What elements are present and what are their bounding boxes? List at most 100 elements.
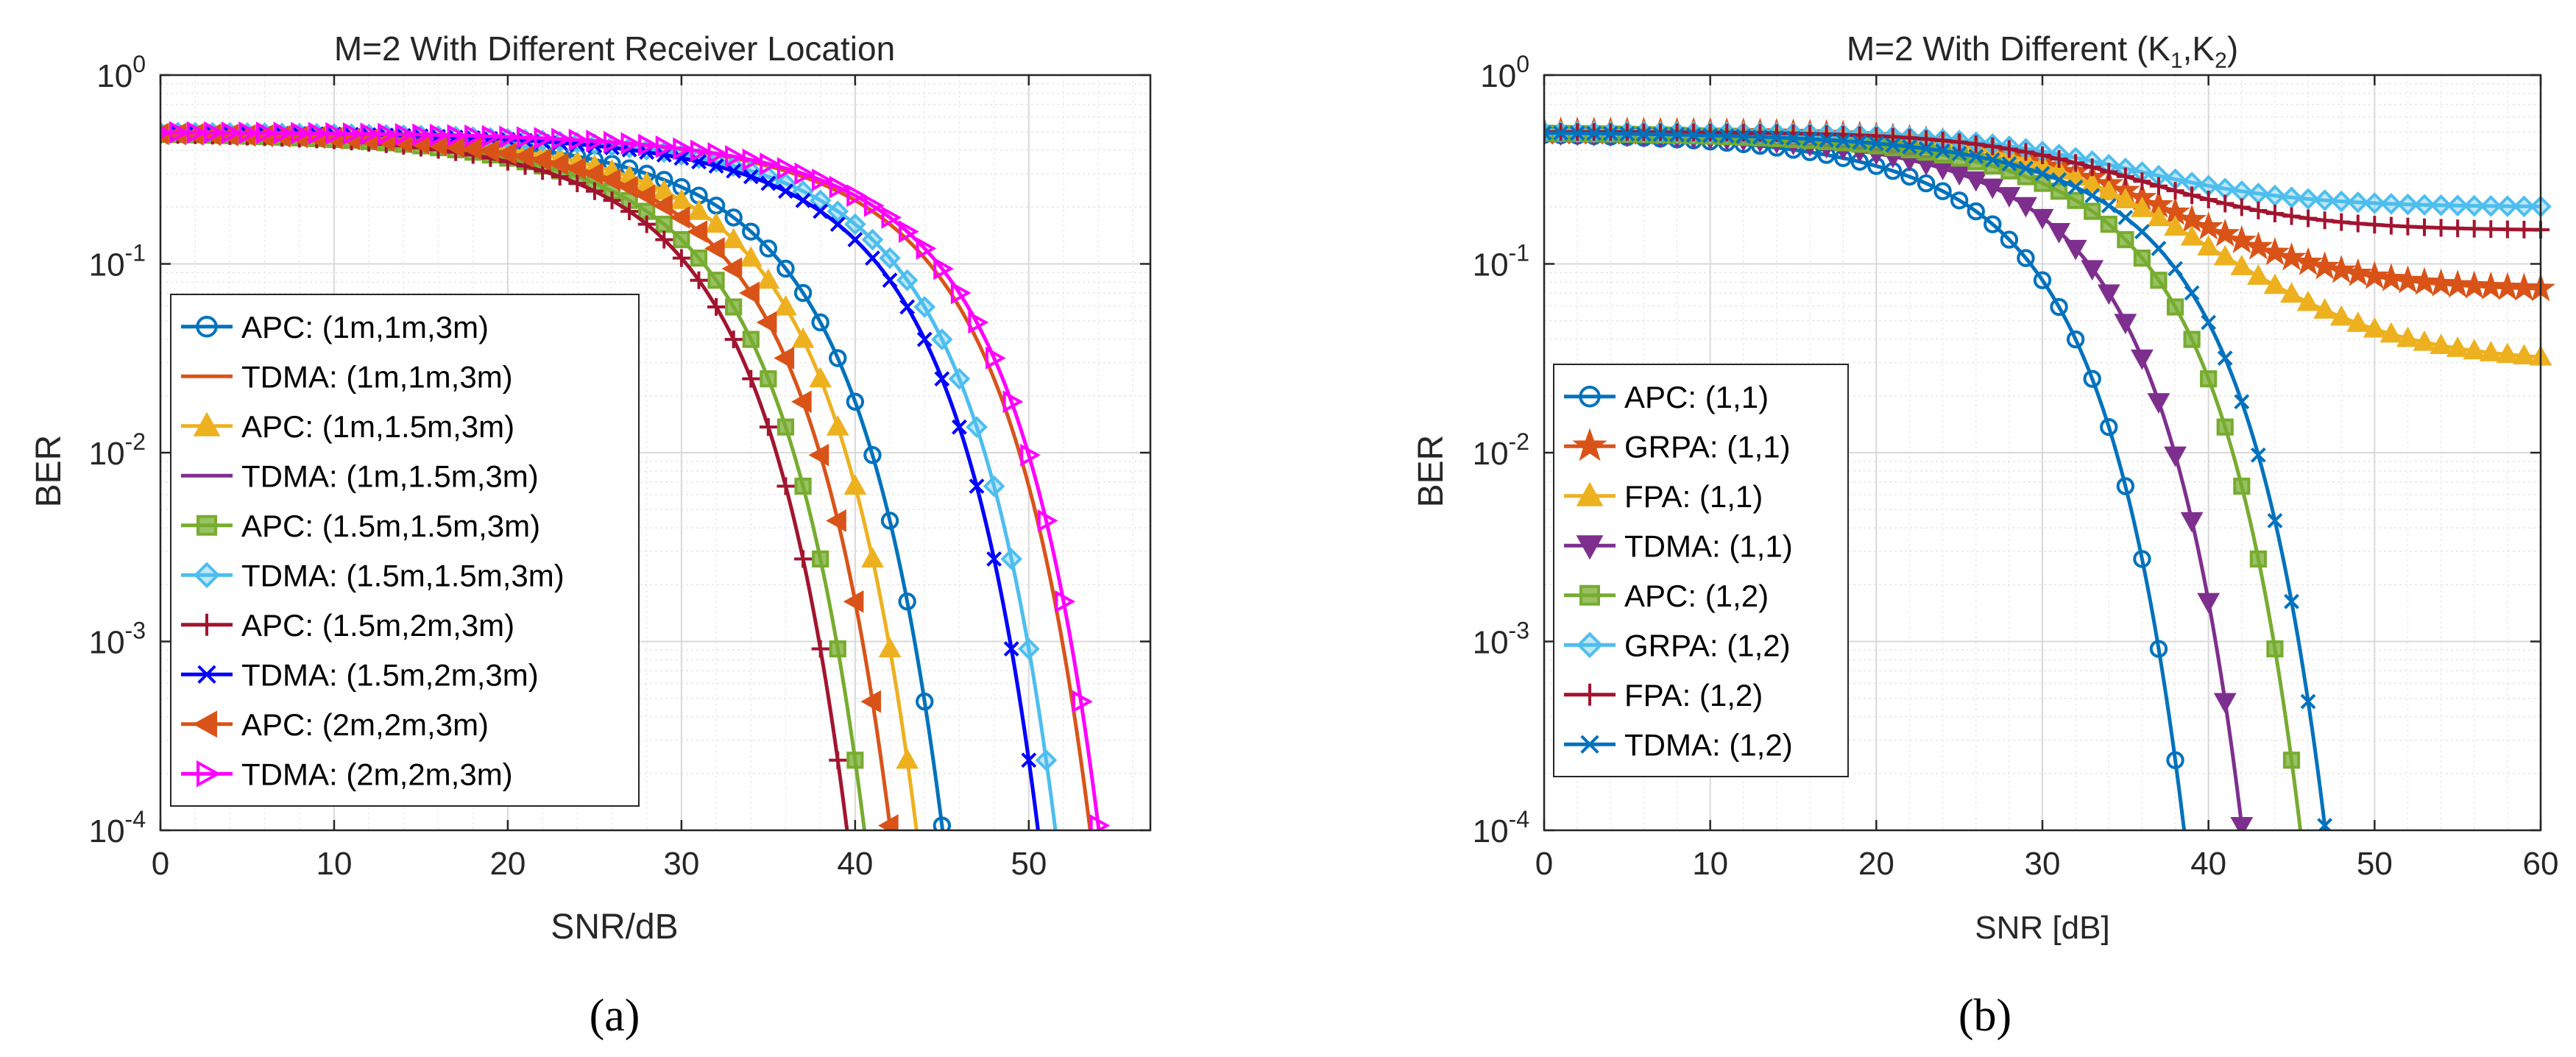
data-point <box>812 550 829 568</box>
panel-a-legend: APC: (1m,1m,3m) TDMA: (1m,1m,3m) APC: (1m,… <box>170 294 640 807</box>
data-point <box>1933 131 1952 149</box>
data-point <box>1619 126 1635 142</box>
data-point <box>1072 690 1093 713</box>
data-point <box>760 175 776 191</box>
data-point <box>2067 179 2084 195</box>
data-point <box>2380 193 2402 215</box>
data-point <box>776 157 798 180</box>
data-point <box>846 392 865 411</box>
data-point <box>2000 140 2018 158</box>
data-point <box>2083 370 2101 388</box>
data-point <box>551 168 569 186</box>
data-point <box>2097 180 2120 200</box>
data-point <box>2067 191 2084 209</box>
data-point <box>813 203 829 219</box>
legend-entry: FPA: (1,1) <box>1564 479 1763 514</box>
data-point <box>879 247 901 269</box>
data-point <box>1701 123 1719 141</box>
data-point <box>2149 177 2168 195</box>
data-point <box>196 613 218 636</box>
data-point <box>2296 290 2320 311</box>
data-point <box>847 232 863 247</box>
panel-a-caption: (a) <box>590 991 640 1041</box>
legend-entry: TDMA: (1m,1.5m,3m) <box>181 459 539 493</box>
panel-a-axes <box>159 74 1152 832</box>
data-point <box>1752 129 1768 145</box>
data-point <box>513 145 534 168</box>
data-point <box>1652 127 1669 142</box>
y-tick-label: 10-1 <box>1473 240 1529 283</box>
data-point <box>2498 220 2516 238</box>
data-point <box>1984 215 2002 233</box>
legend-label: FPA: (1,1) <box>1624 479 1763 514</box>
data-point <box>429 124 450 146</box>
data-point <box>690 139 711 163</box>
panel-b-xlabel: SNR [dB] <box>1975 910 2109 946</box>
data-point <box>2249 550 2267 568</box>
data-point <box>2216 194 2234 213</box>
data-point <box>898 593 916 611</box>
data-point <box>916 331 933 347</box>
data-point <box>2184 285 2200 301</box>
x-tick-label: 0 <box>152 846 169 882</box>
data-point <box>2114 314 2137 335</box>
data-point <box>655 135 676 158</box>
data-point <box>811 640 829 658</box>
data-point <box>2033 271 2052 289</box>
y-tick-label: 10-3 <box>1473 618 1529 661</box>
data-point <box>843 474 867 495</box>
data-point <box>531 148 551 172</box>
data-point <box>2067 154 2085 172</box>
data-point <box>192 710 217 738</box>
data-point <box>2267 512 2283 528</box>
x-tick-label: 10 <box>1692 846 1728 882</box>
data-point <box>2379 322 2403 343</box>
data-point <box>2430 333 2452 355</box>
data-point <box>652 179 676 200</box>
data-point <box>197 760 222 788</box>
data-point <box>704 237 725 260</box>
data-point <box>2017 249 2035 267</box>
data-point <box>829 349 847 367</box>
data-point <box>966 416 988 438</box>
legend-box <box>170 294 640 807</box>
data-point <box>2034 174 2051 192</box>
data-point <box>2166 751 2184 769</box>
legend-label: TDMA: (2m,2m,3m) <box>241 757 513 791</box>
data-point <box>2064 165 2087 186</box>
data-point <box>2147 205 2170 227</box>
data-point <box>986 551 1002 567</box>
data-point <box>634 184 656 208</box>
data-point <box>2210 218 2240 247</box>
data-point <box>2117 210 2134 225</box>
data-point <box>2183 330 2201 348</box>
y-tick-label: 100 <box>96 51 146 94</box>
data-point <box>1020 443 1041 467</box>
y-tick-label: 10-1 <box>89 240 146 283</box>
data-point <box>931 328 953 350</box>
legend-entry: FPA: (1,2) <box>1564 678 1763 713</box>
data-point <box>478 139 499 163</box>
panel-b-ylabel: BER <box>1412 435 1451 508</box>
data-point <box>2050 149 2068 168</box>
data-point <box>2326 255 2357 283</box>
data-point <box>548 152 569 175</box>
legend-label: APC: (1,2) <box>1624 579 1769 613</box>
data-point <box>933 816 952 830</box>
data-point <box>2097 284 2120 305</box>
data-point <box>2100 216 2117 233</box>
data-point <box>1868 135 1884 152</box>
data-point <box>2031 208 2054 230</box>
data-point <box>1852 134 1868 150</box>
data-point <box>2515 220 2533 238</box>
data-point <box>2376 263 2407 291</box>
legend-entry: APC: (1,1) <box>1564 380 1769 414</box>
panel-a-ylabel: BER <box>29 435 68 508</box>
data-point <box>2263 273 2287 294</box>
data-point <box>2497 195 2519 218</box>
data-point <box>2226 225 2257 254</box>
data-point <box>795 192 811 208</box>
data-point <box>1933 182 1952 200</box>
data-point <box>603 191 621 210</box>
data-point <box>2050 297 2068 317</box>
